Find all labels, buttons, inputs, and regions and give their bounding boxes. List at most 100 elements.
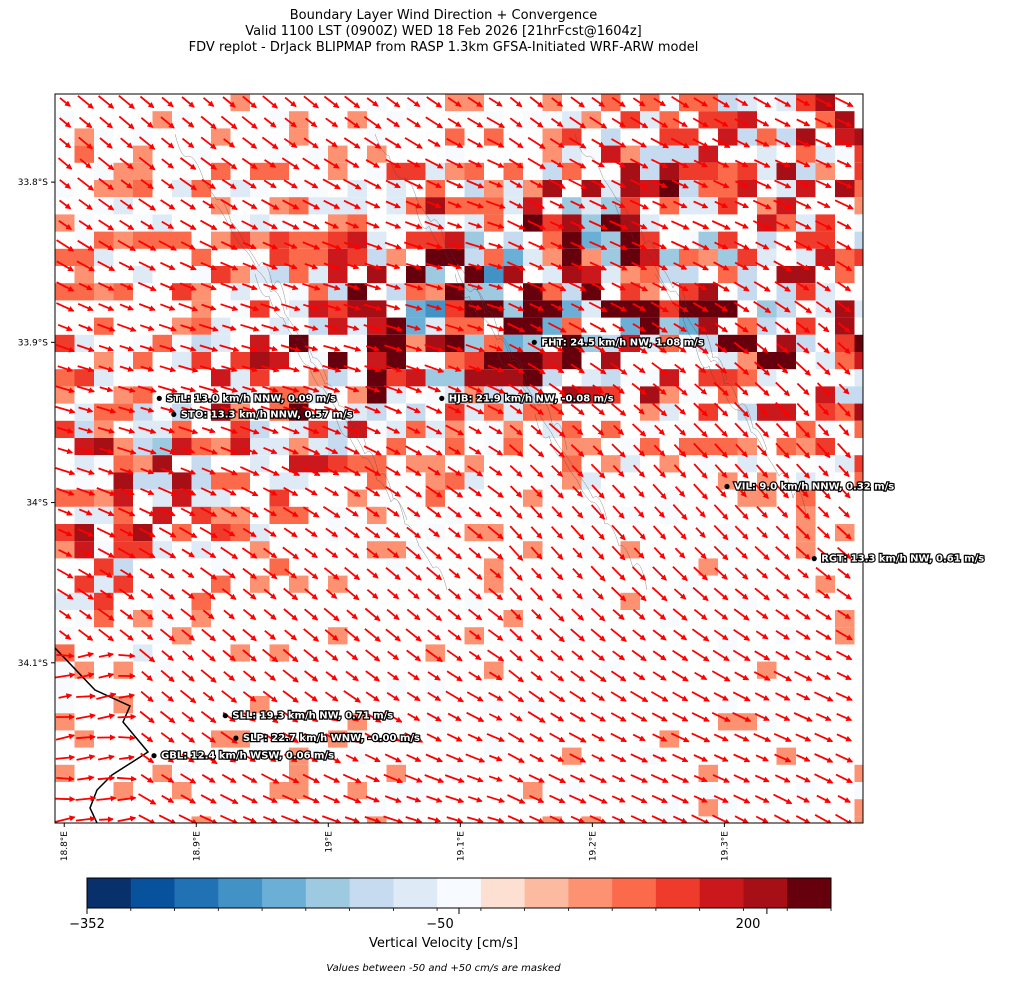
colorbar-swatch [743, 878, 788, 908]
velocity-cell [445, 352, 465, 370]
wind-arrow [77, 447, 95, 455]
velocity-cell [484, 403, 504, 421]
velocity-cell [854, 420, 863, 438]
wind-arrow [159, 344, 177, 352]
velocity-cell [55, 696, 75, 714]
velocity-cell [718, 696, 738, 714]
velocity-cell [562, 283, 582, 301]
wind-arrow [58, 548, 73, 558]
velocity-cell [698, 180, 718, 198]
chart-title-line-2: Valid 1100 LST (0900Z) WED 18 Feb 2026 [… [245, 24, 642, 39]
velocity-cell [386, 111, 406, 129]
velocity-cell [757, 661, 777, 679]
velocity-cell [250, 352, 270, 370]
velocity-cell [406, 782, 426, 800]
velocity-cell [815, 248, 835, 266]
velocity-cell [211, 266, 231, 284]
velocity-cell [796, 162, 816, 180]
velocity-cell [406, 300, 426, 318]
velocity-cell [289, 816, 309, 823]
velocity-cell [445, 162, 465, 180]
velocity-cell [425, 334, 445, 352]
wind-arrow [97, 754, 115, 761]
velocity-cell [347, 369, 367, 387]
velocity-cell [230, 472, 250, 490]
velocity-cell [776, 438, 796, 456]
velocity-cell [386, 180, 406, 198]
velocity-cell [484, 214, 504, 232]
velocity-cell [679, 386, 699, 404]
wind-arrow [159, 365, 177, 373]
velocity-cell [854, 334, 863, 352]
velocity-cell [776, 128, 796, 146]
velocity-cell [659, 317, 679, 335]
velocity-cell [581, 197, 601, 215]
velocity-cell [191, 300, 211, 318]
wind-arrow [138, 547, 156, 559]
velocity-cell [737, 352, 757, 370]
wind-arrow [140, 178, 154, 190]
wind-arrow [140, 773, 154, 784]
velocity-cell [445, 506, 465, 524]
colorbar [86, 877, 832, 914]
velocity-cell [854, 816, 863, 823]
velocity-cell [133, 145, 153, 163]
velocity-cell [620, 506, 640, 524]
velocity-cell [211, 799, 231, 817]
velocity-cell [484, 747, 504, 765]
velocity-cell [503, 197, 523, 215]
velocity-cell [581, 506, 601, 524]
velocity-cell [386, 541, 406, 559]
wind-arrow [140, 609, 154, 620]
wind-arrow [118, 588, 135, 600]
wind-arrow [98, 507, 115, 517]
velocity-cell [581, 214, 601, 232]
velocity-cell [796, 420, 816, 438]
wind-arrow [57, 447, 74, 455]
coastline [55, 647, 150, 823]
wind-arrow [161, 220, 175, 230]
velocity-cell [503, 627, 523, 645]
velocity-cell [269, 266, 289, 284]
velocity-cell [386, 386, 406, 404]
velocity-cell [113, 386, 133, 404]
velocity-cell [562, 248, 582, 266]
velocity-cell [718, 248, 738, 266]
velocity-cell [698, 283, 718, 301]
wind-arrow [117, 795, 137, 802]
wind-arrow [140, 324, 155, 332]
velocity-cell [464, 369, 484, 387]
velocity-cell [698, 438, 718, 456]
velocity-cell [308, 369, 328, 387]
station-label-gbl: GBL: 12.4 km/h WSW, 0.06 m/s [161, 751, 334, 762]
wind-arrow [58, 609, 72, 620]
wind-arrow [159, 447, 177, 455]
velocity-cell [74, 369, 94, 387]
velocity-cell [289, 283, 309, 301]
velocity-cell [757, 352, 777, 370]
velocity-cell [659, 386, 679, 404]
velocity-cell [484, 661, 504, 679]
velocity-cell [289, 248, 309, 266]
velocity-cell [562, 300, 582, 318]
wind-arrow [158, 323, 177, 332]
wind-arrow [97, 775, 116, 782]
velocity-cell [601, 197, 621, 215]
velocity-cell [133, 386, 153, 404]
velocity-cell [640, 94, 660, 112]
velocity-cell [659, 248, 679, 266]
velocity-cell [289, 472, 309, 490]
velocity-cell [133, 472, 153, 490]
velocity-cell [328, 231, 348, 249]
velocity-cell [718, 352, 738, 370]
velocity-cell [601, 300, 621, 318]
wind-arrow [76, 754, 96, 761]
velocity-cell [796, 145, 816, 163]
velocity-cell [289, 506, 309, 524]
velocity-cell [250, 369, 270, 387]
velocity-cell [815, 145, 835, 163]
wind-arrow [77, 177, 95, 191]
wind-arrow [56, 652, 75, 659]
wind-arrow [96, 692, 117, 700]
wind-arrow [118, 507, 136, 517]
